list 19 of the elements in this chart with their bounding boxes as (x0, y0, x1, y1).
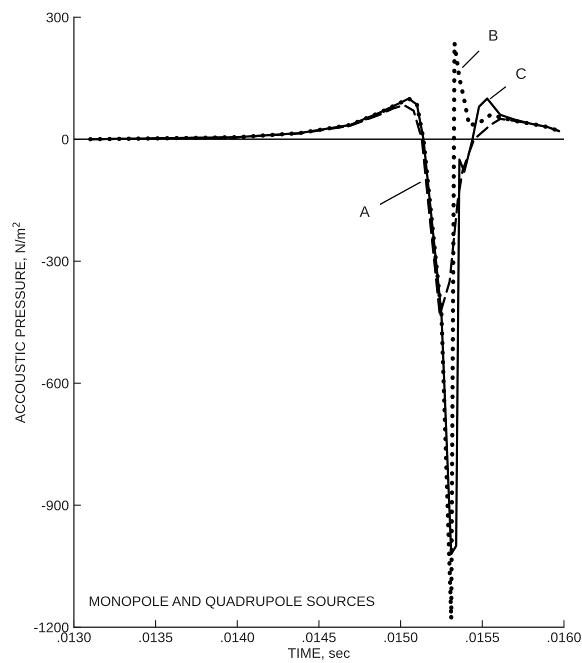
x-axis-title: TIME, sec (288, 648, 350, 660)
y-axis-title: ACCOUSTIC PRESSURE, N/m$^{2}$ (12, 222, 27, 424)
x-tick-label: .0135 (139, 632, 172, 642)
x-tick-label: .0145 (302, 632, 336, 642)
x-tick-label: .0160 (548, 632, 581, 642)
annotation: C (516, 68, 526, 80)
x-tick-label: .0140 (221, 632, 254, 642)
y-tick-label: -900 (42, 500, 69, 510)
annotation: MONOPOLE AND QUADRUPOLE SOURCES (90, 596, 374, 609)
y-tick-label: -300 (42, 256, 69, 266)
x-tick-label: .0130 (58, 632, 91, 642)
annotation: B (489, 30, 498, 41)
annotation: A (360, 206, 370, 217)
y-tick-label: -600 (42, 378, 69, 388)
x-tick-label: .0155 (466, 632, 500, 642)
y-tick-label: -1200 (34, 622, 69, 632)
y-tick-label: 300 (46, 12, 69, 22)
x-tick-label: .0150 (384, 632, 418, 642)
y-tick-label: 0 (62, 134, 69, 144)
